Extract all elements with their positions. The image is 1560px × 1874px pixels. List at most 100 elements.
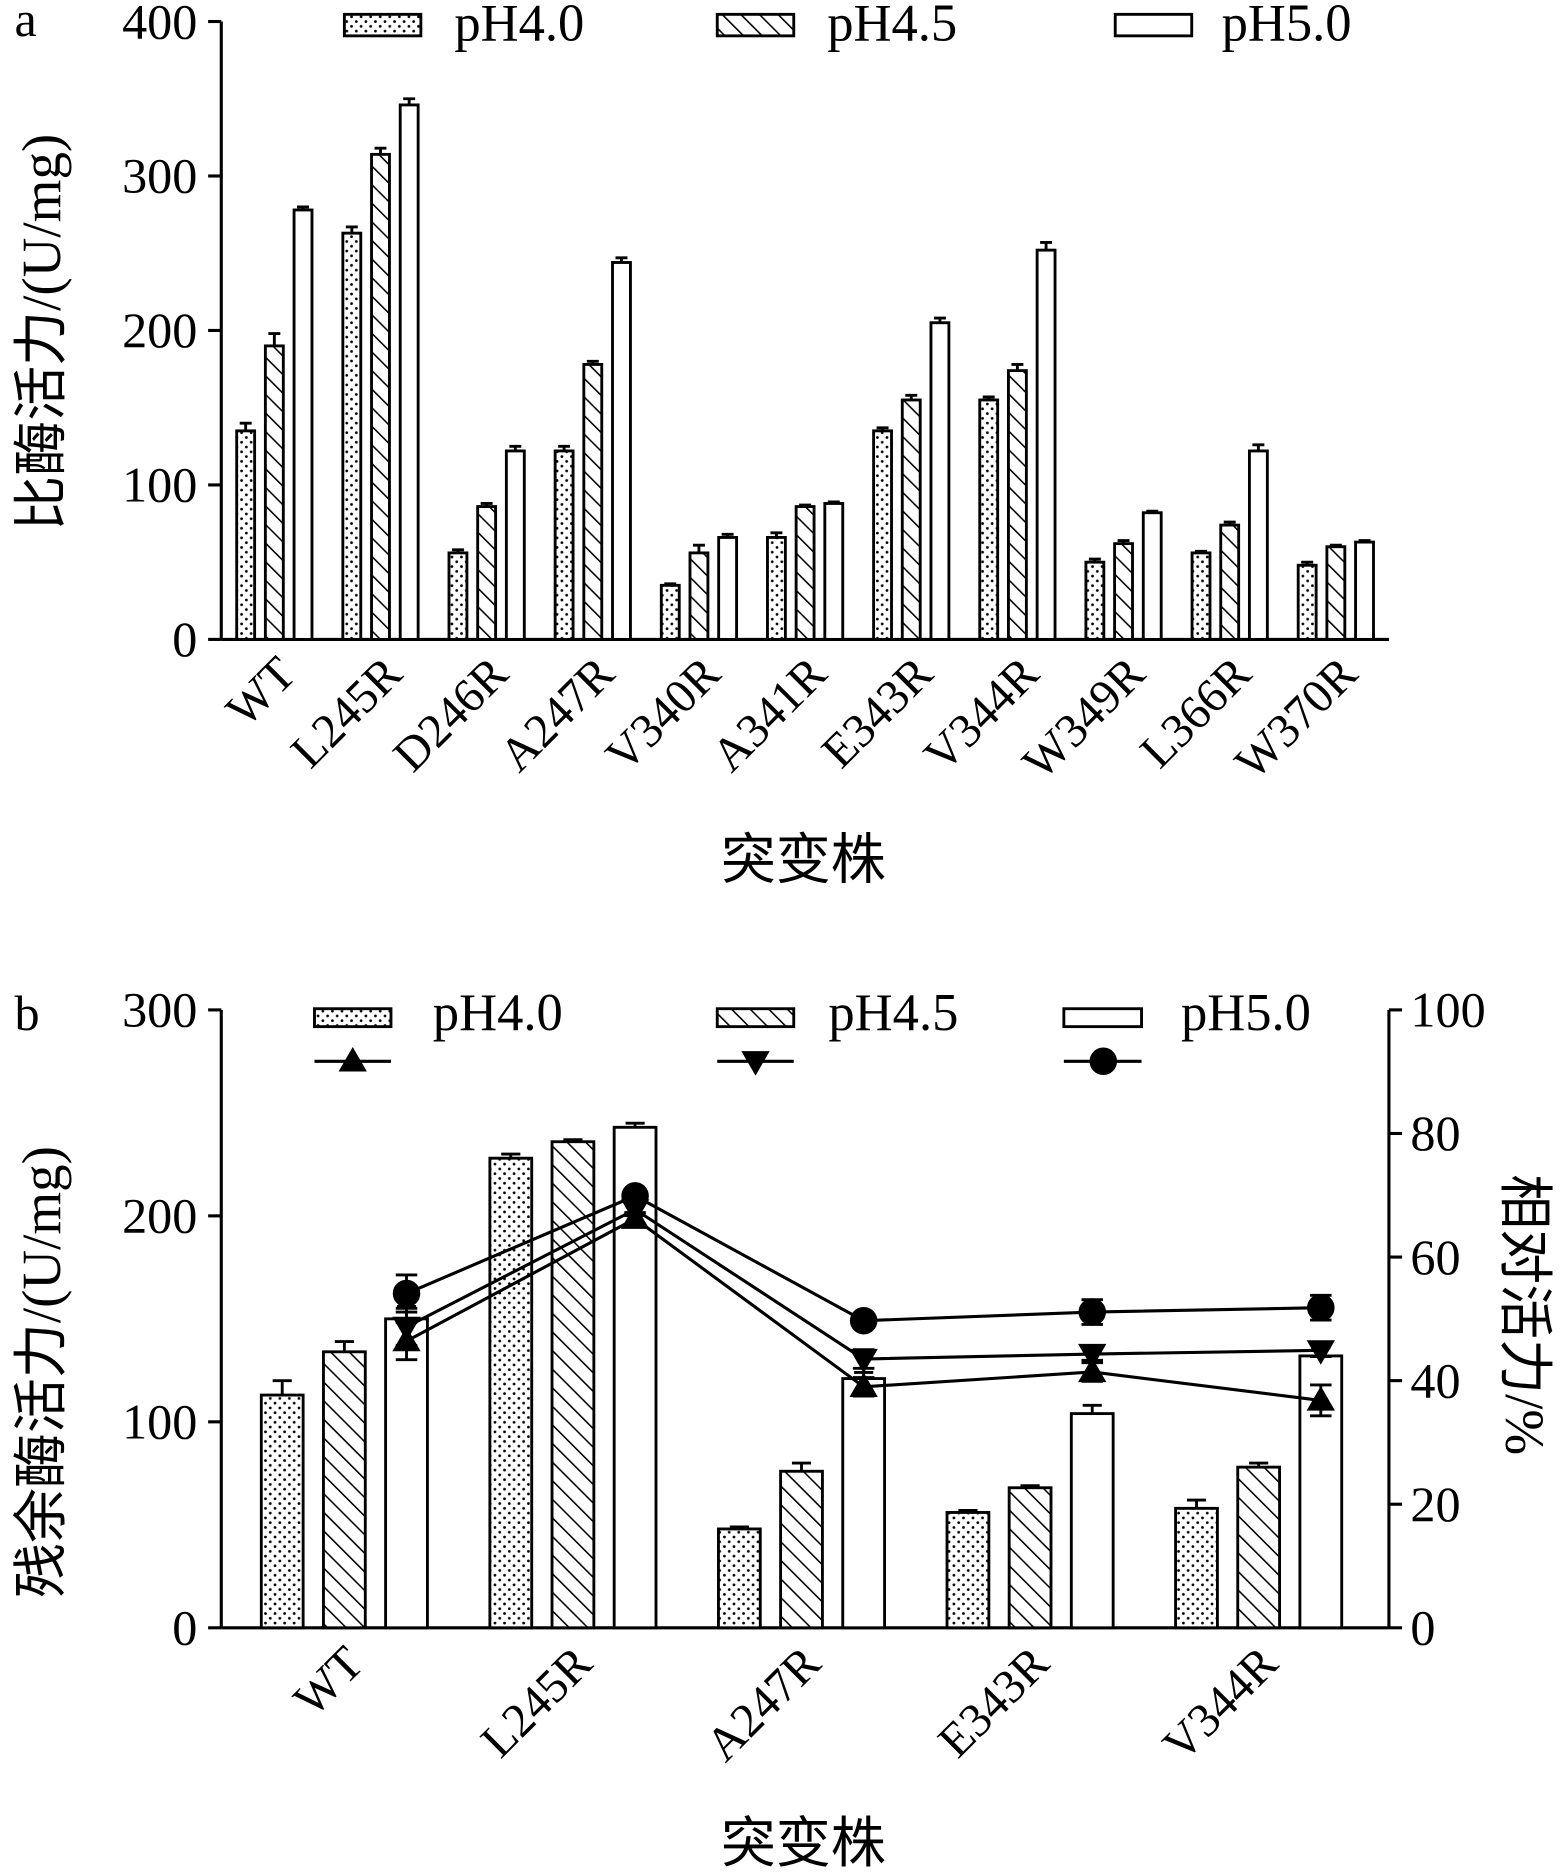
- x-tick-label-wt: WT: [284, 1636, 374, 1726]
- error-bar-e343r-ph5-0: [1082, 1403, 1102, 1414]
- bar-v344r-ph4-0: [1174, 1506, 1219, 1630]
- legend-swatch-open: [1113, 12, 1194, 38]
- error-bar-e343r-ph5-0: [933, 316, 946, 323]
- y-tick-label: 300: [122, 148, 197, 204]
- y2-tick-label: 60: [1410, 1229, 1460, 1285]
- y-axis-title-a: 比酶活力/(U/mg): [11, 134, 72, 531]
- error-bar-v344r-ph4-0: [982, 395, 995, 400]
- legend-label: pH4.0: [433, 984, 563, 1042]
- bar-e343r-ph5-0: [1069, 1412, 1115, 1630]
- legend-line-triangle-up: [314, 1046, 391, 1072]
- bar-e343r-ph5-0: [929, 321, 951, 641]
- x-tick-label-v344r: V344R: [1153, 1636, 1288, 1771]
- bar-wt-ph5-0: [292, 208, 314, 641]
- error-bar-w370r-ph5-0: [1358, 539, 1371, 543]
- bar-e343r-ph4-5: [900, 398, 922, 641]
- point-circle-wt: [392, 1279, 421, 1308]
- panel-label-a: a: [15, 0, 37, 47]
- error-bar-v340r-ph4-5: [692, 543, 705, 553]
- error-bar-v344r-ph4-5: [1249, 1461, 1269, 1468]
- x-tick-label-e343r: E343R: [812, 647, 943, 778]
- bar-l245r-ph4-0: [341, 231, 363, 641]
- point-triangle-down-e343r: [1078, 1343, 1107, 1369]
- legend-b: pH4.0 pH4.5 pH5.0: [313, 984, 1311, 1076]
- error-bar-wt-ph5-0: [297, 205, 310, 210]
- y-tick-label: 200: [122, 1188, 197, 1244]
- y-tick-label: 100: [122, 457, 197, 513]
- x-tick-label-l245r: L245R: [281, 647, 412, 778]
- error-bar-l366r-ph4-0: [1195, 549, 1207, 553]
- error-bar-wt-ph4-5: [334, 1340, 354, 1352]
- point-circle-a247r: [849, 1306, 878, 1335]
- bar-wt-ph4-5: [322, 1350, 367, 1630]
- error-bar-v344r-ph4-0: [1186, 1498, 1207, 1509]
- bar-w370r-ph5-0: [1354, 540, 1375, 641]
- error-bar-a341r-ph4-0: [770, 531, 783, 538]
- y2-tick-label: 20: [1410, 1476, 1460, 1532]
- y-tick-label: 200: [122, 302, 197, 358]
- error-bar-l366r-ph5-0: [1252, 443, 1265, 451]
- error-bar-e343r-ph4-0: [958, 1508, 978, 1513]
- bar-w349r-ph4-5: [1113, 542, 1134, 641]
- error-bar-d246r-ph4-0: [451, 548, 464, 553]
- error-bar-e343r-ph4-5: [1020, 1484, 1040, 1488]
- legend-label: pH4.5: [828, 984, 958, 1042]
- error-bar-a247r-ph4-0: [729, 1525, 749, 1529]
- bar-v344r-ph5-0: [1035, 248, 1057, 641]
- error-bar-d246r-ph5-0: [509, 444, 522, 451]
- y2-tick-label: 0: [1410, 1600, 1435, 1656]
- panel-label-b: b: [15, 985, 40, 1041]
- bar-a247r-ph4-0: [717, 1527, 762, 1630]
- bar-v344r-ph4-5: [1007, 369, 1028, 641]
- point-triangle-up-v344r: [1306, 1386, 1335, 1411]
- x-tick-label-v340r: V340R: [596, 647, 731, 782]
- error-bar-v344r-ph5-0: [1040, 240, 1053, 251]
- chart-panel-b: b pH4.0 pH4.5 pH5.0: [11, 982, 1555, 1874]
- bar-w370r-ph4-5: [1325, 545, 1347, 641]
- line-circle: [405, 1194, 1321, 1323]
- y2-axis-title-b: 相对活力/%: [1494, 1174, 1555, 1455]
- point-triangle-down-a247r: [849, 1348, 878, 1374]
- bar-a247r-ph4-5: [582, 363, 604, 641]
- point-triangle-up-a247r: [849, 1372, 878, 1397]
- error-bar-a341r-ph5-0: [827, 500, 840, 504]
- error-bar-a247r-ph4-0: [558, 444, 571, 451]
- bar-e343r-ph4-0: [945, 1511, 991, 1630]
- error-bar-l245r-ph5-0: [403, 97, 416, 105]
- x-tick-label-wt: WT: [216, 647, 306, 737]
- y-tick-label: 100: [122, 1394, 197, 1450]
- error-bar-v340r-ph5-0: [721, 532, 734, 538]
- error-bar-v340r-ph4-0: [664, 582, 677, 586]
- y-tick-label: 400: [122, 0, 197, 49]
- point-circle-v344r: [1307, 1293, 1335, 1322]
- bar-d246r-ph4-5: [476, 505, 498, 641]
- bar-d246r-ph4-0: [447, 551, 469, 641]
- error-bar-a341r-ph4-5: [799, 503, 812, 507]
- bar-a247r-ph4-5: [779, 1469, 824, 1630]
- bar-a341r-ph4-0: [766, 536, 787, 641]
- plot-area-a: 0 100 200 300 400 WTL245RD246RA247RV340RA341R…: [122, 0, 1389, 789]
- bar-a247r-ph5-0: [841, 1377, 887, 1630]
- x-axis-title-a: 突变株: [721, 829, 886, 890]
- line-triangle-down: [405, 1207, 1321, 1361]
- legend-label: pH5.0: [1222, 0, 1352, 53]
- legend-label: pH4.5: [827, 0, 957, 53]
- error-bar-a247r-ph4-5: [586, 359, 599, 365]
- error-bar-d246r-ph4-5: [480, 502, 493, 507]
- circle-marker-icon: [1089, 1047, 1118, 1076]
- bar-a247r-ph5-0: [611, 261, 632, 641]
- legend-swatch-dots: [313, 1007, 393, 1029]
- bar-e343r-ph4-5: [1007, 1486, 1053, 1630]
- error-bar-w349r-ph5-0: [1146, 509, 1159, 513]
- point-triangle-up-e343r: [1078, 1357, 1107, 1383]
- legend-item-ph4-0: pH4.0: [342, 0, 584, 53]
- legend-item-ph5-0: pH5.0: [1062, 984, 1311, 1042]
- bar-l366r-ph5-0: [1247, 449, 1269, 641]
- error-bar-a247r-ph4-5: [791, 1461, 812, 1472]
- plot-area-b: 0 100 200 300 0 20 40 60 80 100 WT L245R A247R E343R V…: [122, 982, 1486, 1772]
- legend-swatch-hatch: [715, 1007, 796, 1029]
- error-bar-l245r-ph4-0: [345, 225, 358, 234]
- error-bar-w370r-ph4-5: [1329, 543, 1342, 547]
- legend-item-ph4-0: pH4.0: [313, 984, 563, 1042]
- bar-v344r-ph4-0: [978, 398, 1000, 641]
